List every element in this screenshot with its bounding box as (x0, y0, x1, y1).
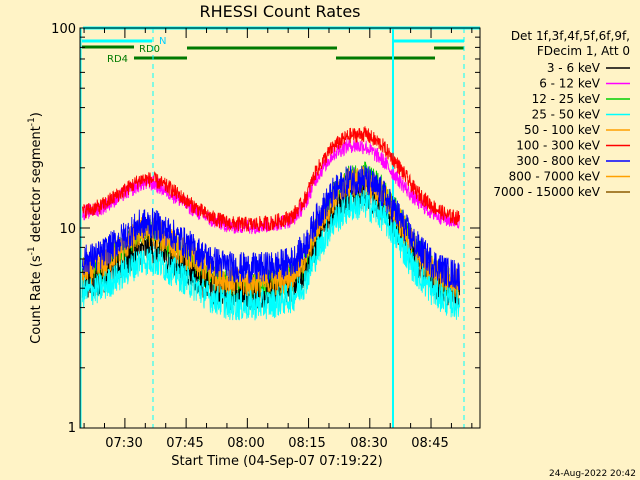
x-tick-label: 08:30 (350, 436, 387, 451)
y-tick-label-10: 10 (59, 222, 76, 237)
legend-label: 50 - 100 keV (524, 123, 601, 137)
legend-header-1: Det 1f,3f,4f,5f,6f,9f, (511, 29, 630, 43)
y-tick-label-100: 100 (51, 22, 76, 37)
legend-label: 300 - 800 keV (516, 154, 600, 168)
status-label-rd0: RD0 (139, 44, 160, 55)
x-axis-label: Start Time (04-Sep-07 07:19:22) (171, 454, 382, 469)
axes (80, 28, 480, 429)
legend-label: 100 - 300 keV (516, 139, 600, 153)
x-tick-label: 07:45 (166, 436, 203, 451)
status-label-rd4: RD4 (107, 54, 128, 65)
footer-date: 24-Aug-2022 20:42 (549, 469, 636, 479)
status-label-n: N (159, 36, 166, 47)
legend-label: 3 - 6 keV (547, 61, 601, 75)
x-tick-label: 08:00 (227, 436, 264, 451)
legend-label: 6 - 12 keV (539, 77, 601, 91)
x-tick-label: 08:45 (411, 436, 448, 451)
legend-label: 25 - 50 keV (532, 108, 601, 122)
x-tick-label: 07:30 (105, 436, 142, 451)
series-curve (81, 126, 461, 232)
data-curves (81, 126, 461, 321)
legend-label: 7000 - 15000 keV (493, 185, 600, 199)
y-axis-label: Count Rate (s-1 detector segment-1) (27, 112, 44, 344)
series-curve (81, 165, 461, 291)
y-tick-label-1: 1 (68, 421, 76, 436)
legend-label: 12 - 25 keV (532, 92, 601, 106)
x-tick-label: 08:15 (288, 436, 325, 451)
legend-header-2: FDecim 1, Att 0 (537, 44, 630, 58)
series-curve (81, 188, 461, 321)
chart-title: RHESSI Count Rates (200, 2, 361, 21)
legend-label: 800 - 7000 keV (509, 170, 601, 184)
